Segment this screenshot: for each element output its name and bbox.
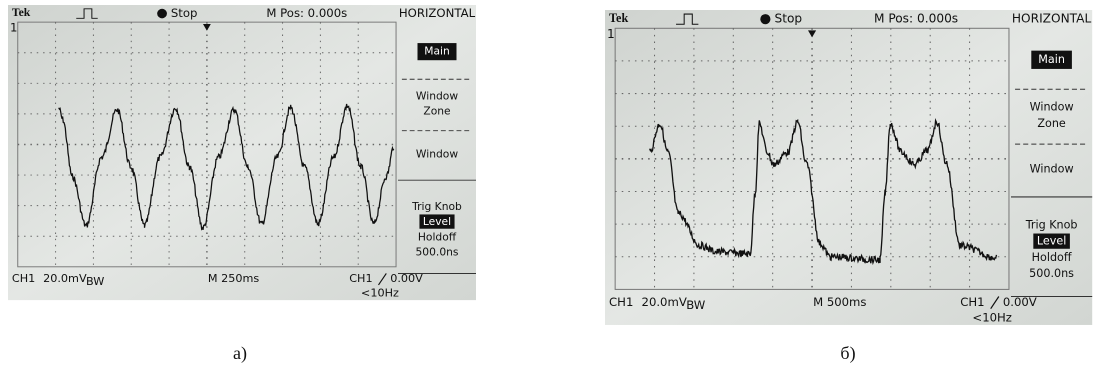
menu-trig-knob: Trig Knob [1025,218,1078,231]
menu-holdoff-value: 500.0ns [415,247,458,259]
menu-window-zone: Window [1030,101,1074,114]
trigger-position-marker [808,30,817,38]
menu-trig-knob: Trig Knob [411,201,462,213]
menu-main: Main [1038,53,1065,66]
oscilloscope-screen: Tek Stop M Pos: 0.000s HORIZONTAL 1 Main Windo… [605,10,1093,325]
menu-window-zone: Zone [423,106,450,118]
trigger-frequency: <10Hz [972,310,1011,324]
trigger-position-marker [203,24,211,31]
oscilloscope-screen: Tek Stop M Pos: 0.000s HORIZONTAL 1 Main Windo… [8,5,477,301]
channel: CH1 [12,272,35,285]
volts-per-div: 20.0mV [642,295,687,309]
trigger-slope [378,273,387,286]
trigger-icon [76,8,98,19]
position: M Pos: 0.000s [266,6,347,20]
brand: Tek [609,11,628,25]
waveform [58,103,395,231]
level-highlight [419,214,455,229]
channel-marker: 1 [10,20,17,34]
menu-window: Window [416,149,459,161]
status: Stop [171,6,198,20]
trigger-frequency: <10Hz [361,287,399,300]
status: Stop [775,12,803,26]
channel: CH1 [609,295,633,309]
menu-holdoff: Holdoff [1032,251,1072,264]
trigger-slope [990,296,1000,310]
bandwidth-limit: BW [86,275,104,288]
menu-window-zone: Zone [1037,117,1066,130]
channel-marker: 1 [607,27,615,41]
trigger-level: 0.00V [1003,295,1037,309]
menu-level: Level [423,216,451,228]
main-button [1031,50,1072,69]
level-highlight [1033,233,1070,249]
trigger-channel: CH1 [960,295,984,309]
caption: а) [233,343,247,364]
brand: Tek [12,6,31,19]
menu-window-zone: Window [416,90,459,102]
menu-main: Main [424,46,450,58]
trigger-level: 0.00V [390,272,423,285]
status-dot [157,8,167,19]
caption: б) [840,343,855,364]
main-button [417,43,457,61]
menu-level: Level [1037,235,1066,248]
trigger-icon [676,13,699,25]
screen-background [8,5,476,301]
position: M Pos: 0.000s [874,12,958,26]
timebase: M 500ms [813,295,866,309]
menu-holdoff: Holdoff [418,231,457,243]
menu-title: HORIZONTAL [399,6,476,20]
timebase: M 250ms [208,272,260,285]
waveform [649,117,998,266]
status-dot [760,14,771,25]
menu-window: Window [1030,163,1074,176]
trigger-channel: CH1 [349,272,372,285]
menu-holdoff-value: 500.0ns [1029,267,1074,280]
screen-background [605,10,1093,325]
menu-title: HORIZONTAL [1012,12,1092,26]
volts-per-div: 20.0mV [43,272,87,285]
bandwidth-limit: BW [686,298,706,312]
